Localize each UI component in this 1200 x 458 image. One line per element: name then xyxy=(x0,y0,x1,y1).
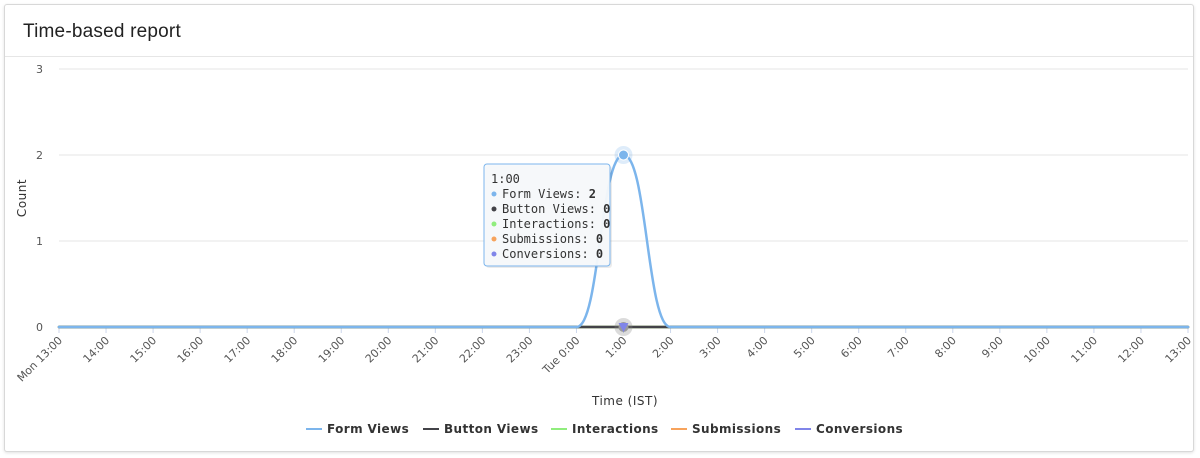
x-tick-label: 11:00 xyxy=(1068,334,1100,366)
tooltip-row-value: 0 xyxy=(603,202,610,216)
legend-item-button-views[interactable]: Button Views xyxy=(444,422,538,436)
x-tick-label: 14:00 xyxy=(81,334,113,366)
tooltip-bullet xyxy=(491,236,497,242)
y-tick-label: 2 xyxy=(36,149,43,162)
legend: Form Views Button Views Interactions Submis… xyxy=(306,422,903,436)
x-tick-label: 16:00 xyxy=(175,334,207,366)
tooltip-row-label: Button Views: xyxy=(502,202,603,216)
tooltip-row: Submissions: 0 xyxy=(502,232,603,246)
hover-markers xyxy=(614,146,633,336)
grid-lines xyxy=(59,68,1188,328)
hover-point-form-views xyxy=(618,149,629,161)
hover-point-conversions xyxy=(618,323,629,332)
x-tick-label: 6:00 xyxy=(838,334,865,361)
y-axis-title: Count xyxy=(15,179,29,217)
x-tick-label: 18:00 xyxy=(269,334,301,366)
x-tick-label: 22:00 xyxy=(457,334,489,366)
x-axis-ticks: Mon 13:00 14:00 15:00 16:00 17:00 18:00 19:00 2… xyxy=(15,327,1194,384)
tooltip-row: Form Views: 2 xyxy=(502,187,596,201)
x-tick-label: 5:00 xyxy=(791,334,818,361)
x-tick-label: 17:00 xyxy=(222,334,254,366)
tooltip-bullet xyxy=(491,191,497,197)
x-tick-label: 13:00 xyxy=(1163,334,1195,366)
x-tick-label: 23:00 xyxy=(504,334,536,366)
x-tick-label: 10:00 xyxy=(1021,334,1053,366)
x-tick-label: 12:00 xyxy=(1115,334,1147,366)
x-tick-label: 2:00 xyxy=(650,334,677,361)
legend-item-form-views[interactable]: Form Views xyxy=(327,422,409,436)
x-tick-label: 19:00 xyxy=(316,334,348,366)
tooltip-header: 1:00 xyxy=(491,172,520,186)
tooltip-row: Button Views: 0 xyxy=(502,202,610,216)
y-axis-ticks: 0 1 2 3 xyxy=(36,63,43,334)
x-tick-label: 9:00 xyxy=(979,334,1006,361)
tooltip-row-value: 0 xyxy=(596,232,603,246)
tooltip-row-value: 2 xyxy=(589,187,596,201)
tooltip-row: Interactions: 0 xyxy=(502,217,610,231)
tooltip-bullet xyxy=(491,251,497,257)
tooltip-row-label: Submissions: xyxy=(502,232,596,246)
x-tick-label: 4:00 xyxy=(744,334,771,361)
x-tick-label: 3:00 xyxy=(697,334,724,361)
x-tick-label: Tue 0:00 xyxy=(539,334,582,377)
y-tick-label: 1 xyxy=(36,235,43,248)
y-tick-label: 0 xyxy=(36,321,43,334)
report-title: Time-based report xyxy=(23,21,181,42)
x-tick-label: 21:00 xyxy=(410,334,442,366)
legend-item-submissions[interactable]: Submissions xyxy=(692,422,781,436)
x-tick-label: 20:00 xyxy=(363,334,395,366)
legend-item-interactions[interactable]: Interactions xyxy=(572,422,659,436)
tooltip-row-label: Form Views: xyxy=(502,187,589,201)
tooltip-bullet xyxy=(491,221,497,227)
x-tick-label: 15:00 xyxy=(128,334,160,366)
tooltip-row-label: Interactions: xyxy=(502,217,603,231)
tooltip-row: Conversions: 0 xyxy=(502,247,603,261)
x-tick-label: 8:00 xyxy=(932,334,959,361)
x-axis-title: Time (IST) xyxy=(591,394,658,408)
tooltip-box xyxy=(483,163,611,267)
report-header: Time-based report xyxy=(5,5,1193,57)
legend-item-conversions[interactable]: Conversions xyxy=(816,422,903,436)
tooltip-row-value: 0 xyxy=(596,247,603,261)
x-tick-label: Mon 13:00 xyxy=(15,334,65,384)
y-tick-label: 3 xyxy=(36,63,43,76)
x-tick-label: 7:00 xyxy=(885,334,912,361)
tooltip-row-value: 0 xyxy=(603,217,610,231)
x-tick-label: 1:00 xyxy=(603,334,630,361)
tooltip-row-label: Conversions: xyxy=(502,247,596,261)
tooltip-bullet xyxy=(491,206,497,212)
